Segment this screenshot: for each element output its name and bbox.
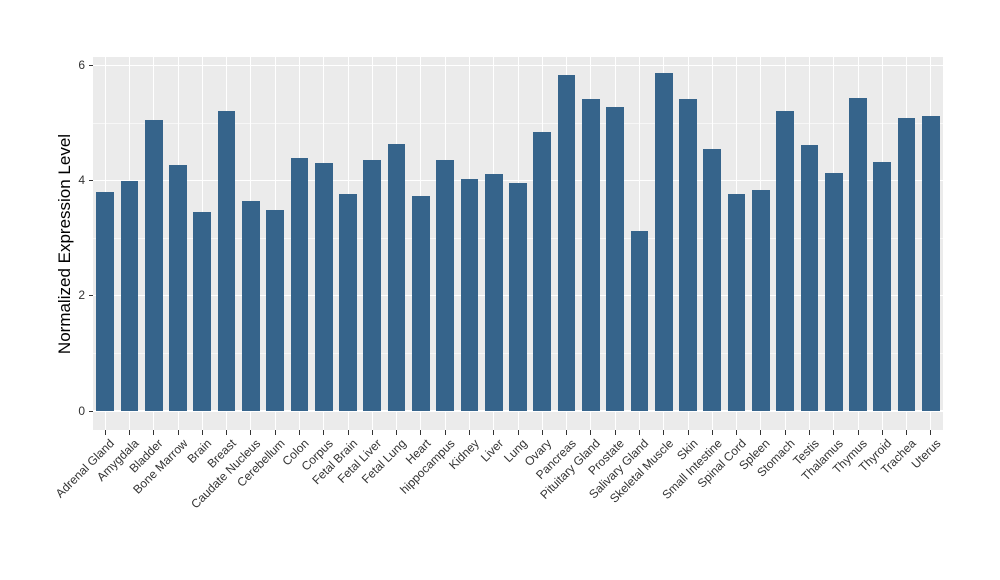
bar-bone-marrow bbox=[169, 165, 187, 411]
y-tick-label: 0 bbox=[78, 403, 85, 418]
x-tick-mark bbox=[881, 430, 883, 435]
y-tick-mark bbox=[88, 180, 93, 182]
x-tick-mark bbox=[736, 430, 738, 435]
bar-hippocampus bbox=[436, 160, 454, 411]
x-tick-mark bbox=[396, 430, 398, 435]
x-tick-mark bbox=[177, 430, 179, 435]
x-tick-mark bbox=[201, 430, 203, 435]
x-tick-mark bbox=[566, 430, 568, 435]
bar-heart bbox=[411, 196, 430, 411]
bar-skin bbox=[679, 98, 697, 411]
x-tick-mark bbox=[371, 430, 373, 435]
bar-stomach bbox=[776, 111, 794, 411]
x-tick-mark bbox=[250, 430, 252, 435]
x-tick-mark bbox=[687, 430, 689, 435]
bar-amygdala bbox=[120, 180, 139, 411]
x-tick-mark bbox=[226, 430, 228, 435]
x-tick-mark bbox=[614, 430, 616, 435]
bar-thalamus bbox=[824, 173, 843, 411]
bar-prostate bbox=[606, 106, 624, 411]
bar-fetal-lung bbox=[387, 144, 406, 411]
x-tick-mark bbox=[784, 430, 786, 435]
x-tick-mark bbox=[517, 430, 519, 435]
x-tick-mark bbox=[857, 430, 859, 435]
bar-adrenal-gland bbox=[96, 192, 114, 411]
bar-spleen bbox=[751, 190, 770, 411]
y-tick-label: 2 bbox=[78, 288, 85, 303]
y-axis-title: Normalized Expression Level bbox=[55, 133, 74, 354]
bar-thyroid bbox=[873, 162, 892, 411]
bar-pituitary-gland bbox=[581, 99, 600, 411]
bar-bladder bbox=[144, 120, 163, 411]
x-tick-mark bbox=[104, 430, 106, 435]
bar-brain bbox=[193, 211, 212, 411]
x-tick-mark bbox=[323, 430, 325, 435]
x-tick-mark bbox=[347, 430, 349, 435]
x-tick-mark bbox=[760, 430, 762, 435]
x-tick-mark bbox=[153, 430, 155, 435]
bar-liver bbox=[484, 173, 503, 411]
x-tick-mark bbox=[711, 430, 713, 435]
x-tick-mark bbox=[298, 430, 300, 435]
x-tick-mark bbox=[930, 430, 932, 435]
x-tick-mark bbox=[274, 430, 276, 435]
y-tick-mark bbox=[88, 64, 93, 66]
bar-fetal-brain bbox=[339, 194, 357, 411]
bar-spinal-cord bbox=[727, 193, 746, 411]
x-tick-mark bbox=[808, 430, 810, 435]
bar-testis bbox=[800, 145, 819, 411]
bar-ovary bbox=[533, 132, 552, 411]
bar-lung bbox=[509, 183, 527, 411]
bar-kidney bbox=[460, 179, 479, 411]
bar-uterus bbox=[921, 116, 940, 411]
bar-corpus bbox=[314, 163, 333, 411]
bar-pancreas bbox=[557, 75, 576, 411]
bar-small-intestine bbox=[703, 148, 722, 411]
y-tick-mark bbox=[88, 410, 93, 412]
x-tick-mark bbox=[663, 430, 665, 435]
x-tick-mark bbox=[541, 430, 543, 435]
x-tick-mark bbox=[468, 430, 470, 435]
bar-breast bbox=[217, 110, 236, 411]
bar-skeletal-muscle bbox=[654, 73, 673, 411]
bar-thymus bbox=[849, 97, 867, 411]
x-tick-mark bbox=[128, 430, 130, 435]
bar-caudate-nucleus bbox=[241, 201, 260, 411]
y-tick-label: 4 bbox=[78, 173, 85, 188]
x-tick-mark bbox=[420, 430, 422, 435]
x-tick-mark bbox=[444, 430, 446, 435]
x-tick-mark bbox=[833, 430, 835, 435]
bar-trachea bbox=[897, 117, 916, 411]
x-tick-mark bbox=[906, 430, 908, 435]
x-tick-mark bbox=[638, 430, 640, 435]
x-tick-label: Liver bbox=[477, 436, 506, 465]
plot-panel bbox=[93, 57, 943, 430]
y-tick-label: 6 bbox=[78, 57, 85, 72]
bar-salivary-gland bbox=[630, 231, 649, 411]
bar-cerebellum bbox=[266, 209, 284, 411]
x-tick-mark bbox=[493, 430, 495, 435]
x-tick-mark bbox=[590, 430, 592, 435]
bar-colon bbox=[290, 157, 309, 411]
y-tick-mark bbox=[88, 295, 93, 297]
bar-fetal-liver bbox=[363, 160, 382, 411]
